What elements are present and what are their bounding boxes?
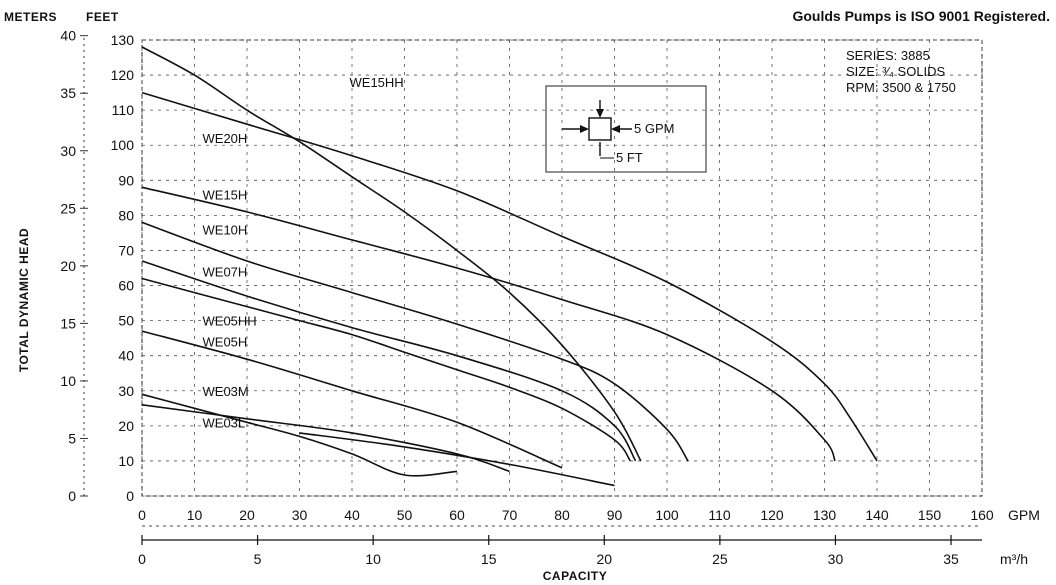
x-tick-label: 40	[344, 507, 360, 523]
info-rpm: RPM: 3500 & 1750	[846, 80, 956, 95]
series-label-we05hh: WE05HH	[203, 314, 257, 329]
curve-we05hh	[141, 277, 631, 462]
x-tick-label: 100	[655, 507, 679, 523]
y-tick-label: 120	[111, 67, 135, 83]
y2-tick-label: 25	[60, 200, 76, 216]
inset-arrowhead-top	[596, 109, 604, 118]
series-label-we20h: WE20H	[203, 131, 248, 146]
x-tick-label: 20	[239, 507, 255, 523]
series-info-box: SERIES: 3885 SIZE: ³⁄₄ SOLIDS RPM: 3500 …	[846, 48, 956, 95]
x2-tick-label: 20	[597, 551, 613, 567]
y2-tick-label: 5	[68, 430, 76, 446]
x-tick-label: 150	[918, 507, 942, 523]
x2-tick-label: 35	[943, 551, 959, 567]
x-tick-label: 10	[187, 507, 203, 523]
y-tick-label: 60	[118, 278, 134, 294]
series-labels: WE15HH WE20H WE15H WE10H WE07H WE05HH WE05H WE0…	[203, 75, 404, 430]
inset-diagram: 5 GPM 5 FT	[545, 85, 707, 173]
iso-registration-note: Goulds Pumps is ISO 9001 Registered.	[792, 8, 1050, 24]
grid	[141, 39, 983, 497]
x-tick-label: 80	[554, 507, 570, 523]
y2-tick-label: 30	[60, 143, 76, 159]
x2-tick-label: 10	[365, 551, 381, 567]
info-size: SIZE: ³⁄₄ SOLIDS	[846, 64, 946, 79]
x-tick-labels: 0 10 20 30 40 50 60 70 80 90 100 110 120 130 140 150 160	[138, 507, 994, 523]
curve-we07h	[141, 260, 637, 462]
series-label-we15h: WE15H	[203, 187, 248, 202]
y-tick-label: 100	[111, 137, 135, 153]
inset-frame	[545, 85, 707, 173]
x-tick-label: 60	[449, 507, 465, 523]
series-label-we15hh: WE15HH	[350, 75, 404, 90]
series-label-we03l: WE03L	[203, 415, 246, 430]
series-label-we07h: WE07H	[203, 265, 248, 280]
inset-arrowhead-left	[580, 125, 589, 133]
x-tick-label: 50	[397, 507, 413, 523]
x2-unit-m3h: m³/h	[1000, 551, 1028, 567]
series-label-we10h: WE10H	[203, 222, 248, 237]
x2-tick-label: 25	[712, 551, 728, 567]
x-tick-label: 110	[708, 507, 731, 523]
x-axis-title: CAPACITY	[543, 569, 607, 583]
curve-we03l	[141, 404, 510, 473]
y2-tick-label: 0	[68, 488, 76, 504]
inset-square	[588, 117, 612, 141]
inset-ft-label: 5 FT	[616, 150, 643, 165]
curve-we10h	[141, 221, 689, 462]
x-tick-label: 30	[292, 507, 308, 523]
y-tick-label: 50	[118, 313, 134, 329]
x-tick-label: 140	[865, 507, 889, 523]
y-tick-labels: 0 10 20 30 40 50 60 70 80 90 100 110 120 130	[111, 32, 135, 504]
x2-tick-label: 5	[254, 551, 262, 567]
y-tick-label: 30	[118, 383, 134, 399]
inset-arrowhead-right	[611, 125, 620, 133]
y-tick-label: 80	[118, 207, 134, 223]
y2-tick-label: 20	[60, 258, 76, 274]
y-tick-label: 10	[118, 453, 134, 469]
x-tick-label: 0	[138, 507, 146, 523]
info-series: SERIES: 3885	[846, 48, 930, 63]
curve-we15hh	[141, 46, 642, 462]
y2-tick-label: 40	[60, 28, 76, 44]
meters-unit-label: METERS	[4, 10, 57, 24]
curve-we15h	[141, 186, 836, 462]
y2-tick-label: 35	[60, 85, 76, 101]
x-tick-label: 120	[760, 507, 784, 523]
feet-unit-label: FEET	[86, 10, 119, 24]
y2-tick-label: 10	[60, 373, 76, 389]
y-tick-label: 0	[126, 488, 134, 504]
curve-we05h	[141, 330, 563, 469]
curves	[141, 46, 878, 487]
x-tick-label: 130	[813, 507, 837, 523]
y-tick-label: 20	[118, 418, 134, 434]
x2-tick-label: 0	[138, 551, 146, 567]
curve-we20h	[141, 91, 878, 462]
x-tick-label: 160	[970, 507, 994, 523]
series-label-we05h: WE05H	[203, 335, 248, 350]
y-axis-title: TOTAL DYNAMIC HEAD	[17, 228, 31, 372]
x2-axis: 0 5 10 15 20 25 30 35	[138, 525, 982, 567]
y-tick-label: 40	[118, 348, 134, 364]
y2-tick-labels: 0 5 10 15 20 25 30 35 40	[60, 28, 88, 504]
y2-tick-label: 15	[60, 315, 76, 331]
y-tick-label: 130	[111, 32, 135, 48]
y-tick-label: 90	[118, 172, 134, 188]
y-tick-label: 70	[118, 242, 134, 258]
inset-gpm-label: 5 GPM	[634, 121, 674, 136]
x-tick-label: 70	[502, 507, 518, 523]
x2-tick-label: 30	[828, 551, 844, 567]
x-unit-gpm: GPM	[1008, 507, 1040, 523]
series-label-we03m: WE03M	[203, 384, 249, 399]
y-tick-label: 110	[112, 102, 135, 118]
x-tick-label: 90	[607, 507, 623, 523]
curve-we03m	[141, 393, 458, 477]
curve-we03l-ext	[299, 432, 615, 487]
x2-tick-label: 15	[481, 551, 497, 567]
